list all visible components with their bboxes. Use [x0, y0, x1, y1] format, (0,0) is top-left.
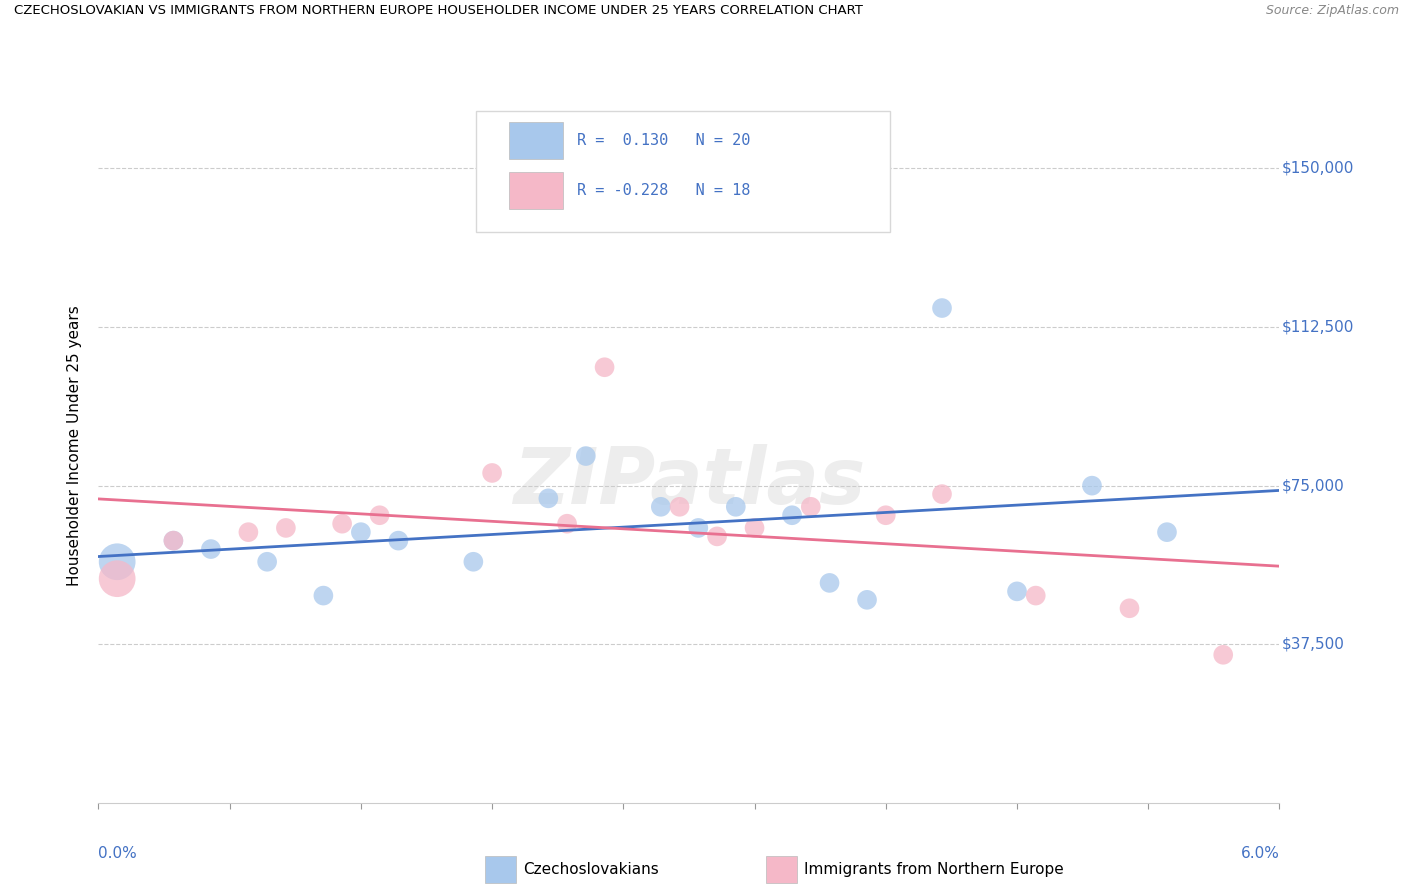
- Text: 6.0%: 6.0%: [1240, 846, 1279, 861]
- Point: [330, 516, 353, 531]
- Point: [1025, 589, 1047, 603]
- FancyBboxPatch shape: [509, 122, 562, 159]
- Point: [256, 555, 278, 569]
- Text: $37,500: $37,500: [1282, 637, 1344, 652]
- Point: [105, 572, 128, 586]
- Point: [575, 449, 598, 463]
- Point: [650, 500, 672, 514]
- Point: [780, 508, 803, 523]
- Text: ZIPatlas: ZIPatlas: [513, 443, 865, 520]
- Point: [800, 500, 823, 514]
- Point: [162, 533, 184, 548]
- FancyBboxPatch shape: [509, 172, 562, 209]
- Point: [238, 525, 260, 540]
- Point: [1081, 478, 1104, 492]
- Text: Immigrants from Northern Europe: Immigrants from Northern Europe: [804, 863, 1064, 877]
- Point: [875, 508, 897, 523]
- Point: [463, 555, 485, 569]
- Point: [162, 533, 184, 548]
- Point: [200, 542, 222, 557]
- Point: [1212, 648, 1234, 662]
- Point: [1118, 601, 1140, 615]
- Point: [1156, 525, 1178, 540]
- Point: [668, 500, 690, 514]
- Point: [350, 525, 373, 540]
- Text: $75,000: $75,000: [1282, 478, 1344, 493]
- Point: [931, 487, 953, 501]
- Text: R =  0.130   N = 20: R = 0.130 N = 20: [576, 133, 751, 148]
- Point: [1005, 584, 1028, 599]
- Text: Czechoslovakians: Czechoslovakians: [523, 863, 659, 877]
- Y-axis label: Householder Income Under 25 years: Householder Income Under 25 years: [67, 306, 83, 586]
- Point: [274, 521, 297, 535]
- Point: [856, 592, 879, 607]
- Point: [105, 555, 128, 569]
- Point: [818, 575, 841, 590]
- Point: [706, 529, 728, 543]
- Text: $150,000: $150,000: [1282, 161, 1354, 176]
- Point: [312, 589, 335, 603]
- Point: [931, 301, 953, 315]
- Point: [481, 466, 503, 480]
- Point: [387, 533, 409, 548]
- Text: R = -0.228   N = 18: R = -0.228 N = 18: [576, 183, 751, 198]
- Point: [744, 521, 766, 535]
- Text: $112,500: $112,500: [1282, 319, 1354, 334]
- Text: Source: ZipAtlas.com: Source: ZipAtlas.com: [1265, 4, 1399, 18]
- Text: CZECHOSLOVAKIAN VS IMMIGRANTS FROM NORTHERN EUROPE HOUSEHOLDER INCOME UNDER 25 Y: CZECHOSLOVAKIAN VS IMMIGRANTS FROM NORTH…: [14, 4, 863, 18]
- Point: [688, 521, 710, 535]
- FancyBboxPatch shape: [477, 111, 890, 232]
- Point: [537, 491, 560, 506]
- Point: [724, 500, 747, 514]
- Text: 0.0%: 0.0%: [98, 846, 138, 861]
- Point: [368, 508, 391, 523]
- Point: [555, 516, 578, 531]
- Point: [593, 360, 616, 375]
